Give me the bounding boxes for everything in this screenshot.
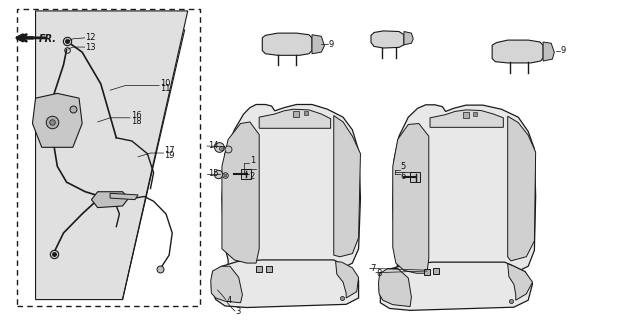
Polygon shape — [211, 266, 242, 303]
Polygon shape — [430, 110, 504, 127]
Polygon shape — [312, 35, 324, 54]
Polygon shape — [371, 31, 404, 48]
Polygon shape — [259, 109, 331, 128]
Text: 12: 12 — [85, 33, 95, 42]
Polygon shape — [92, 192, 129, 208]
Text: 10: 10 — [160, 79, 170, 88]
Text: 9: 9 — [329, 40, 334, 49]
Polygon shape — [508, 116, 535, 261]
Bar — [17, 9, 200, 306]
Text: 1: 1 — [250, 156, 255, 165]
Polygon shape — [32, 93, 82, 147]
Polygon shape — [334, 116, 361, 257]
Polygon shape — [392, 105, 535, 281]
Text: 15: 15 — [208, 170, 218, 179]
Polygon shape — [222, 122, 259, 263]
Text: 18: 18 — [130, 117, 141, 126]
Polygon shape — [212, 260, 359, 308]
Polygon shape — [110, 193, 138, 200]
Polygon shape — [392, 124, 429, 273]
Polygon shape — [404, 32, 413, 45]
Text: 8: 8 — [376, 269, 381, 278]
Text: 7: 7 — [371, 264, 376, 273]
Polygon shape — [492, 40, 543, 63]
Text: 2: 2 — [250, 172, 255, 181]
Polygon shape — [262, 33, 312, 55]
Text: 11: 11 — [160, 84, 170, 93]
Polygon shape — [543, 42, 554, 61]
Text: 6: 6 — [401, 172, 406, 181]
Text: FR.: FR. — [39, 34, 57, 44]
Text: 9: 9 — [560, 46, 566, 55]
Polygon shape — [36, 11, 188, 300]
Polygon shape — [336, 261, 359, 298]
Text: 17: 17 — [164, 146, 175, 155]
Text: 14: 14 — [208, 141, 218, 150]
Text: 13: 13 — [85, 43, 96, 52]
Polygon shape — [379, 268, 411, 307]
Polygon shape — [508, 264, 532, 300]
Text: 16: 16 — [130, 111, 141, 120]
Text: 5: 5 — [401, 163, 406, 172]
Text: 4: 4 — [227, 296, 232, 305]
Polygon shape — [222, 105, 361, 277]
Polygon shape — [379, 262, 532, 310]
Text: 19: 19 — [164, 151, 175, 160]
Text: 3: 3 — [236, 307, 241, 316]
